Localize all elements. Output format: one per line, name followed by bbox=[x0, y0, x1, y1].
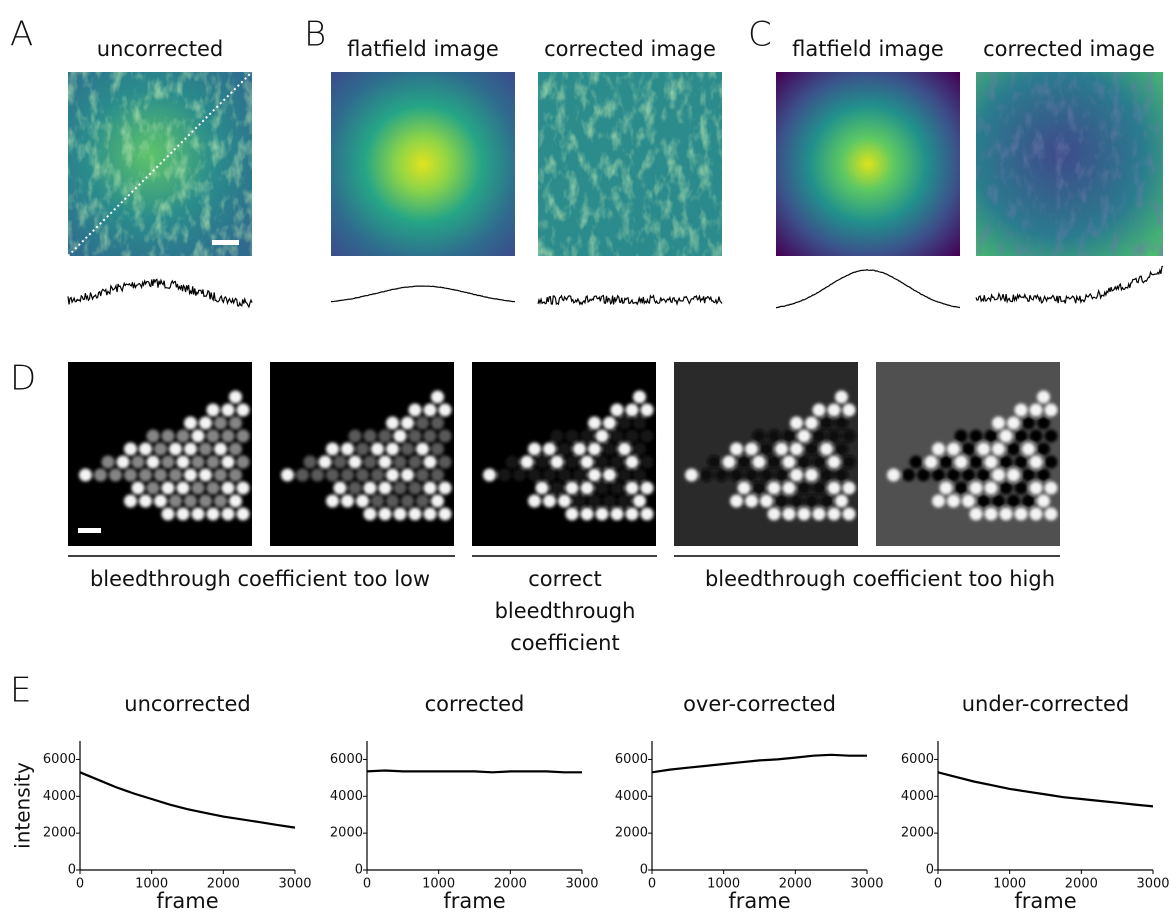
data-line bbox=[652, 755, 867, 773]
caption: correct bbox=[528, 567, 602, 591]
image bbox=[776, 72, 960, 256]
image bbox=[538, 72, 722, 256]
y-tick-label: 4000 bbox=[330, 789, 363, 804]
y-tick-label: 0 bbox=[68, 863, 76, 878]
x-tick-label: 3000 bbox=[850, 877, 883, 892]
x-axis-label: frame bbox=[728, 889, 790, 913]
y-tick-label: 2000 bbox=[330, 826, 363, 841]
intensity-profile bbox=[538, 296, 722, 305]
y-tick-label: 6000 bbox=[901, 752, 934, 767]
image-title: uncorrected bbox=[97, 37, 223, 61]
x-tick-label: 0 bbox=[934, 877, 942, 892]
caption: bleedthrough bbox=[495, 599, 636, 623]
y-tick-label: 6000 bbox=[615, 752, 648, 767]
chart-title: over-corrected bbox=[683, 692, 836, 716]
y-tick-label: 2000 bbox=[43, 826, 76, 841]
image bbox=[674, 362, 858, 546]
caption: coefficient bbox=[510, 631, 619, 655]
image bbox=[270, 362, 454, 546]
data-line bbox=[80, 772, 295, 827]
chart-title: uncorrected bbox=[124, 692, 250, 716]
image-title: flatfield image bbox=[347, 37, 499, 61]
x-tick-label: 3000 bbox=[565, 877, 598, 892]
image bbox=[472, 362, 656, 546]
y-tick-label: 6000 bbox=[330, 752, 363, 767]
figure: A B C D E uncorrected flatfield image co… bbox=[0, 0, 1171, 917]
image bbox=[976, 72, 1163, 256]
image bbox=[68, 72, 252, 256]
data-line bbox=[938, 772, 1153, 806]
image bbox=[876, 362, 1060, 546]
x-axis-label: frame bbox=[1014, 889, 1076, 913]
panel-label: E bbox=[10, 671, 31, 711]
y-tick-label: 2000 bbox=[901, 826, 934, 841]
intensity-profile bbox=[976, 266, 1163, 303]
panel-label: D bbox=[10, 359, 36, 399]
y-tick-label: 0 bbox=[355, 863, 363, 878]
data-line bbox=[367, 771, 582, 773]
x-axis-label: frame bbox=[443, 889, 505, 913]
x-tick-label: 0 bbox=[76, 877, 84, 892]
panel-label: C bbox=[748, 15, 772, 55]
intensity-profile bbox=[68, 279, 252, 307]
caption: bleedthrough coefficient too low bbox=[90, 567, 430, 591]
image-title: flatfield image bbox=[792, 37, 944, 61]
y-tick-label: 4000 bbox=[901, 789, 934, 804]
image-title: corrected image bbox=[544, 37, 716, 61]
y-tick-label: 4000 bbox=[615, 789, 648, 804]
image bbox=[68, 362, 252, 546]
y-tick-label: 0 bbox=[640, 863, 648, 878]
panel-label: B bbox=[304, 15, 326, 55]
panel-label: A bbox=[10, 15, 33, 55]
image bbox=[331, 72, 515, 256]
x-axis-label: frame bbox=[156, 889, 218, 913]
y-tick-label: 0 bbox=[926, 863, 934, 878]
y-tick-label: 2000 bbox=[615, 826, 648, 841]
x-tick-label: 3000 bbox=[278, 877, 311, 892]
image-title: corrected image bbox=[983, 37, 1155, 61]
y-axis-label: intensity bbox=[11, 762, 35, 849]
x-tick-label: 0 bbox=[648, 877, 656, 892]
intensity-profile bbox=[331, 286, 515, 302]
x-tick-label: 0 bbox=[363, 877, 371, 892]
x-tick-label: 3000 bbox=[1136, 877, 1169, 892]
chart-title: under-corrected bbox=[962, 692, 1130, 716]
intensity-profile bbox=[776, 270, 960, 308]
y-tick-label: 6000 bbox=[43, 752, 76, 767]
y-tick-label: 4000 bbox=[43, 789, 76, 804]
chart-title: corrected bbox=[425, 692, 525, 716]
caption: bleedthrough coefficient too high bbox=[705, 567, 1055, 591]
